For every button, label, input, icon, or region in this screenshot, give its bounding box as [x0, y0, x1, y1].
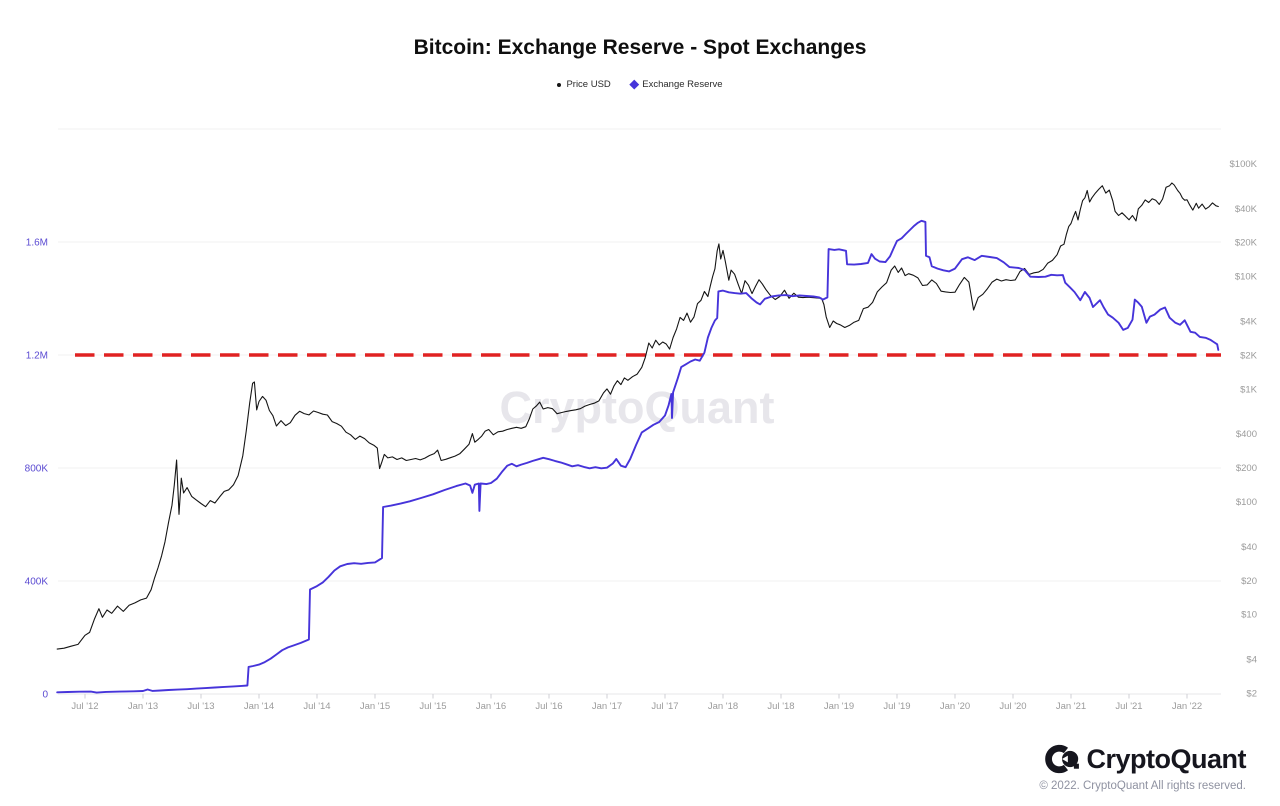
watermark-text: CryptoQuant	[500, 382, 775, 433]
x-axis-label: Jul '16	[535, 701, 562, 712]
cryptoquant-logo-text: CryptoQuant	[1086, 743, 1247, 774]
x-axis-label: Jul '18	[767, 701, 794, 712]
right-axis-label: $2K	[1240, 350, 1258, 361]
price-usd-line	[56, 182, 1219, 650]
x-axis-label: Jan '18	[708, 701, 738, 712]
right-axis-label: $100K	[1230, 159, 1258, 170]
x-axis-label: Jan '14	[244, 701, 274, 712]
x-axis-label: Jan '21	[1056, 701, 1086, 712]
left-axis-label: 1.6M	[26, 238, 48, 249]
legend-item-label: Price USD	[566, 79, 611, 90]
right-axis-label: $20	[1241, 576, 1257, 587]
footer-branding: CryptoQuant © 2022. CryptoQuant All righ…	[1039, 741, 1247, 793]
x-axis-label: Jan '13	[128, 701, 158, 712]
right-axis-label: $200	[1236, 463, 1257, 474]
x-axis-label: Jan '15	[360, 701, 390, 712]
x-axis-label: Jan '19	[824, 701, 854, 712]
x-axis-label: Jul '21	[1115, 701, 1142, 712]
x-axis-label: Jul '20	[999, 701, 1026, 712]
x-axis-label: Jan '20	[940, 701, 970, 712]
chart-legend: Price USD Exchange Reserve	[0, 79, 1280, 90]
right-axis-label: $4	[1246, 655, 1257, 666]
left-axis-label: 400K	[25, 577, 49, 588]
left-axis-label: 0	[42, 690, 48, 701]
right-axis-label: $1K	[1240, 384, 1258, 395]
right-axis-label: $20K	[1235, 238, 1258, 249]
left-axis-label: 800K	[25, 464, 49, 475]
price-dot-icon	[557, 82, 562, 87]
right-axis-label: $4K	[1240, 316, 1258, 327]
right-axis-label: $10K	[1235, 272, 1258, 283]
x-axis-label: Jan '16	[476, 701, 506, 712]
right-axis-label: $400	[1236, 429, 1257, 440]
x-axis-label: Jul '15	[419, 701, 446, 712]
page-title: Bitcoin: Exchange Reserve - Spot Exchang…	[413, 36, 867, 59]
right-axis-label: $100	[1236, 497, 1257, 508]
legend-item-price[interactable]: Price USD	[557, 79, 611, 90]
x-axis-label: Jan '22	[1172, 701, 1202, 712]
x-axis-label: Jan '17	[592, 701, 622, 712]
reserve-diamond-icon	[629, 79, 639, 90]
x-axis-label: Jul '19	[883, 701, 910, 712]
legend-item-reserve[interactable]: Exchange Reserve	[629, 79, 723, 90]
legend-item-label: Exchange Reserve	[642, 79, 723, 90]
copyright-text: © 2022. CryptoQuant All rights reserved.	[1039, 780, 1246, 792]
exchange-reserve-line	[56, 219, 1220, 694]
x-axis-label: Jul '13	[187, 701, 214, 712]
left-axis-label: 1.2M	[26, 351, 48, 362]
x-axis-label: Jul '17	[651, 701, 678, 712]
right-axis-label: $40K	[1235, 204, 1258, 215]
cryptoquant-logo-icon	[1044, 744, 1079, 774]
right-axis-label: $40	[1241, 542, 1257, 553]
x-axis-label: Jul '12	[71, 701, 98, 712]
right-axis-label: $10	[1241, 610, 1257, 621]
right-axis-label: $2	[1246, 689, 1257, 700]
x-axis-label: Jul '14	[303, 701, 330, 712]
